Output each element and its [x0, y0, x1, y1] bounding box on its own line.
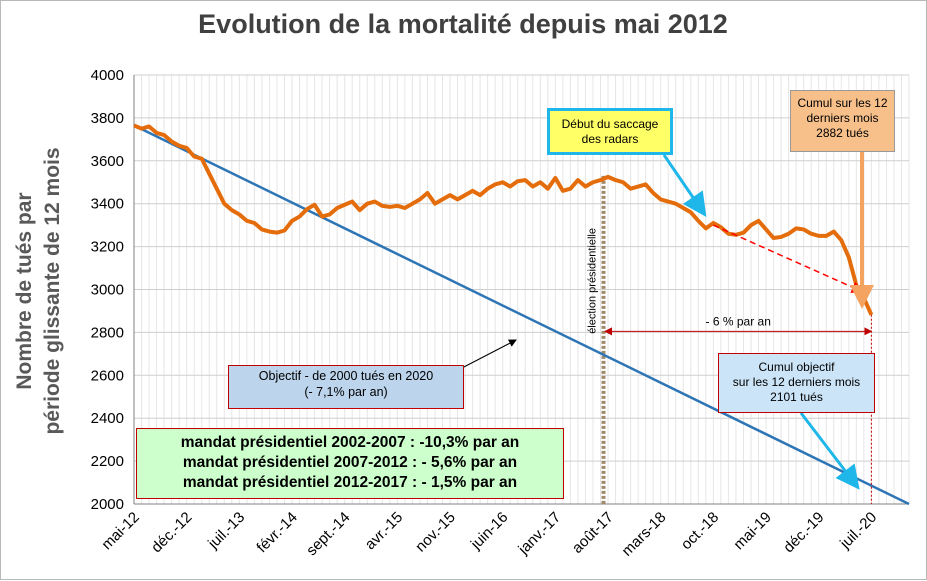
x-tick-label: févr.-14	[253, 509, 300, 556]
cumul-line2: derniers mois	[806, 111, 879, 125]
saccage-line2: des radars	[581, 132, 639, 146]
saccage-annotation-box: Début du saccage des radars	[547, 108, 673, 155]
y-tick-label: 3200	[91, 239, 124, 256]
y-tick-label: 3600	[91, 153, 124, 170]
y-tick-label: 2200	[91, 453, 124, 470]
x-tick-label: mars-18	[619, 509, 670, 560]
y-tick-label: 2000	[91, 496, 124, 513]
x-tick-label: sept.-14	[303, 509, 353, 559]
y-tick-label: 2400	[91, 410, 124, 427]
chart-title: Evolution de la mortalité depuis mai 201…	[198, 9, 728, 39]
x-tick-label: nov.-15	[412, 509, 459, 556]
x-axis-ticks: mai-12 déc.-12 juil.-13 févr.-14 sept.-14 avr…	[98, 509, 880, 560]
cumul-obj-line1: Cumul objectif	[758, 360, 835, 374]
cumul-obj-pointer-arrow	[799, 412, 860, 490]
cumul-line3: 2882 tués	[816, 126, 869, 140]
mandat-line-3: mandat présidentiel 2012-2017 : - 1,5% p…	[182, 474, 518, 492]
mandat-line-2: mandat présidentiel 2007-2012 : - 5,6% p…	[182, 454, 518, 472]
y-tick-label: 2800	[91, 324, 124, 341]
objectif-pointer-arrow	[459, 339, 517, 370]
x-tick-label: janv.-17	[515, 509, 565, 559]
cumul-obj-line2: sur les 12 derniers mois	[732, 375, 861, 389]
saccage-line1: Début du saccage	[561, 117, 659, 131]
cumul-objectif-annotation-box: Cumul objectif sur les 12 derniers mois …	[718, 353, 875, 413]
mandat-line-1: mandat présidentiel 2002-2007 : -10,3% p…	[180, 434, 520, 451]
y-tick-label: 3400	[91, 196, 124, 213]
x-tick-label: juin-16	[467, 509, 512, 554]
trend-label: - 6 % par an	[706, 314, 771, 328]
x-tick-label: mai-19	[730, 509, 774, 553]
mandats-annotation-box: mandat présidentiel 2002-2007 : -10,3% p…	[136, 428, 564, 499]
x-tick-label: juil.-13	[204, 509, 248, 553]
x-tick-label: avr.-15	[362, 509, 406, 553]
objectif-annotation-line2: (- 7,1% par an)	[304, 384, 388, 399]
objectif-annotation-box: Objectif - de 2000 tués en 2020 (- 7,1% …	[228, 365, 464, 409]
y-axis-label-line1: Nombre de tués par	[13, 192, 36, 389]
y-axis-label-line2: période glissante de 12 mois	[41, 147, 64, 434]
y-tick-label: 3800	[91, 110, 124, 127]
y-axis-ticks: 2000 2200 2400 2600 2800 3000 3200 3400 3600 3800…	[91, 67, 124, 513]
cumul-obj-line3: 2101 tués	[770, 390, 823, 404]
saccage-pointer-arrow	[662, 154, 707, 217]
x-tick-label: mai-12	[98, 509, 142, 553]
cumul-annotation-box: Cumul sur les 12 derniers mois 2882 tués	[790, 90, 895, 152]
x-tick-label: juil.-20	[836, 509, 880, 553]
objectif-series-line	[133, 124, 910, 506]
x-tick-label: déc.-12	[148, 509, 195, 556]
y-tick-label: 3000	[91, 282, 124, 299]
mortality-series-line	[133, 123, 874, 316]
trend-arrow	[713, 224, 864, 293]
x-tick-label: déc.-19	[780, 509, 827, 556]
x-tick-label: oct.-18	[678, 509, 722, 553]
x-tick-label: août-17	[569, 509, 617, 557]
y-tick-label: 4000	[91, 67, 124, 84]
election-label: élection présidentielle	[587, 228, 599, 334]
objectif-annotation-line1: Objectif - de 2000 tués en 2020	[258, 369, 434, 383]
cumul-line1: Cumul sur les 12	[797, 96, 888, 110]
y-tick-label: 2600	[91, 367, 124, 384]
